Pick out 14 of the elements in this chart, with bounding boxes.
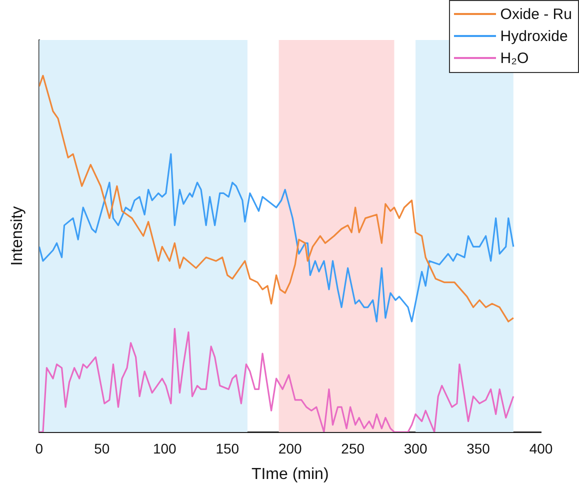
x-tick-label: 200 (278, 440, 302, 456)
x-tick-label: 0 (35, 440, 44, 456)
legend-label: Hydroxide (500, 28, 568, 44)
legend-label: H₂O (500, 50, 529, 66)
x-tick-label: 100 (152, 440, 177, 456)
x-tick-label: 350 (466, 440, 490, 456)
x-tick-label: 150 (216, 440, 240, 456)
y-axis-title: Intensity (9, 206, 26, 266)
legend-label: Oxide - Ru (500, 6, 572, 22)
x-axis-title: TIme (min) (251, 466, 329, 483)
x-tick-label: 300 (404, 440, 428, 456)
x-tick-label: 400 (529, 440, 553, 456)
x-tick-label: 250 (341, 440, 365, 456)
x-tick-label: 50 (94, 440, 110, 456)
